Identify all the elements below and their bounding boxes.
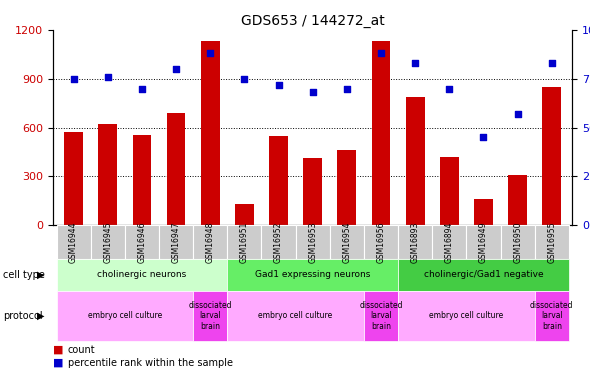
- Title: GDS653 / 144272_at: GDS653 / 144272_at: [241, 13, 385, 28]
- Text: GSM16949: GSM16949: [479, 221, 488, 262]
- Text: GSM16954: GSM16954: [342, 221, 352, 262]
- Text: embryo cell culture: embryo cell culture: [258, 311, 333, 320]
- Bar: [166, 113, 185, 225]
- Bar: [372, 41, 391, 225]
- Text: GSM16944: GSM16944: [69, 221, 78, 262]
- Bar: [201, 41, 219, 225]
- Text: GSM16950: GSM16950: [513, 221, 522, 262]
- Text: cell type: cell type: [3, 270, 45, 280]
- Text: protocol: protocol: [3, 311, 42, 321]
- Point: [137, 86, 147, 92]
- Point: [376, 50, 386, 56]
- Point: [171, 66, 181, 72]
- Bar: [269, 136, 288, 225]
- Text: dissociated
larval
brain: dissociated larval brain: [530, 301, 573, 331]
- Text: GSM16948: GSM16948: [206, 221, 215, 262]
- Text: cholinergic neurons: cholinergic neurons: [97, 270, 186, 279]
- Text: dissociated
larval
brain: dissociated larval brain: [359, 301, 403, 331]
- Point: [308, 89, 317, 95]
- Text: GSM16951: GSM16951: [240, 221, 249, 262]
- Point: [445, 86, 454, 92]
- Bar: [508, 176, 527, 225]
- Bar: [64, 132, 83, 225]
- Text: ■: ■: [53, 345, 64, 355]
- Text: ■: ■: [53, 358, 64, 368]
- Bar: [99, 124, 117, 225]
- Text: embryo cell culture: embryo cell culture: [88, 311, 162, 320]
- Point: [478, 134, 488, 140]
- Bar: [337, 150, 356, 225]
- Text: cholinergic/Gad1 negative: cholinergic/Gad1 negative: [424, 270, 543, 279]
- Point: [342, 86, 352, 92]
- Bar: [133, 135, 151, 225]
- Bar: [303, 158, 322, 225]
- Point: [103, 74, 113, 80]
- Text: percentile rank within the sample: percentile rank within the sample: [68, 358, 233, 368]
- Point: [69, 76, 78, 82]
- Point: [274, 82, 283, 88]
- Text: ▶: ▶: [37, 311, 44, 321]
- Text: GSM16946: GSM16946: [137, 221, 146, 262]
- Bar: [406, 97, 425, 225]
- Point: [411, 60, 420, 66]
- Text: embryo cell culture: embryo cell culture: [430, 311, 503, 320]
- Text: GSM16945: GSM16945: [103, 221, 112, 262]
- Point: [547, 60, 556, 66]
- Text: count: count: [68, 345, 96, 355]
- Text: GSM16955: GSM16955: [548, 221, 556, 262]
- Text: ▶: ▶: [37, 270, 44, 280]
- Text: GSM16953: GSM16953: [308, 221, 317, 262]
- Point: [513, 111, 522, 117]
- Text: dissociated
larval
brain: dissociated larval brain: [188, 301, 232, 331]
- Point: [205, 50, 215, 56]
- Text: Gad1 expressing neurons: Gad1 expressing neurons: [255, 270, 371, 279]
- Text: GSM16956: GSM16956: [376, 221, 385, 262]
- Text: GSM16894: GSM16894: [445, 221, 454, 262]
- Text: GSM16893: GSM16893: [411, 221, 419, 262]
- Text: GSM16952: GSM16952: [274, 221, 283, 262]
- Bar: [474, 199, 493, 225]
- Bar: [440, 157, 458, 225]
- Point: [240, 76, 249, 82]
- Bar: [235, 204, 254, 225]
- Text: GSM16947: GSM16947: [172, 221, 181, 262]
- Bar: [542, 87, 561, 225]
